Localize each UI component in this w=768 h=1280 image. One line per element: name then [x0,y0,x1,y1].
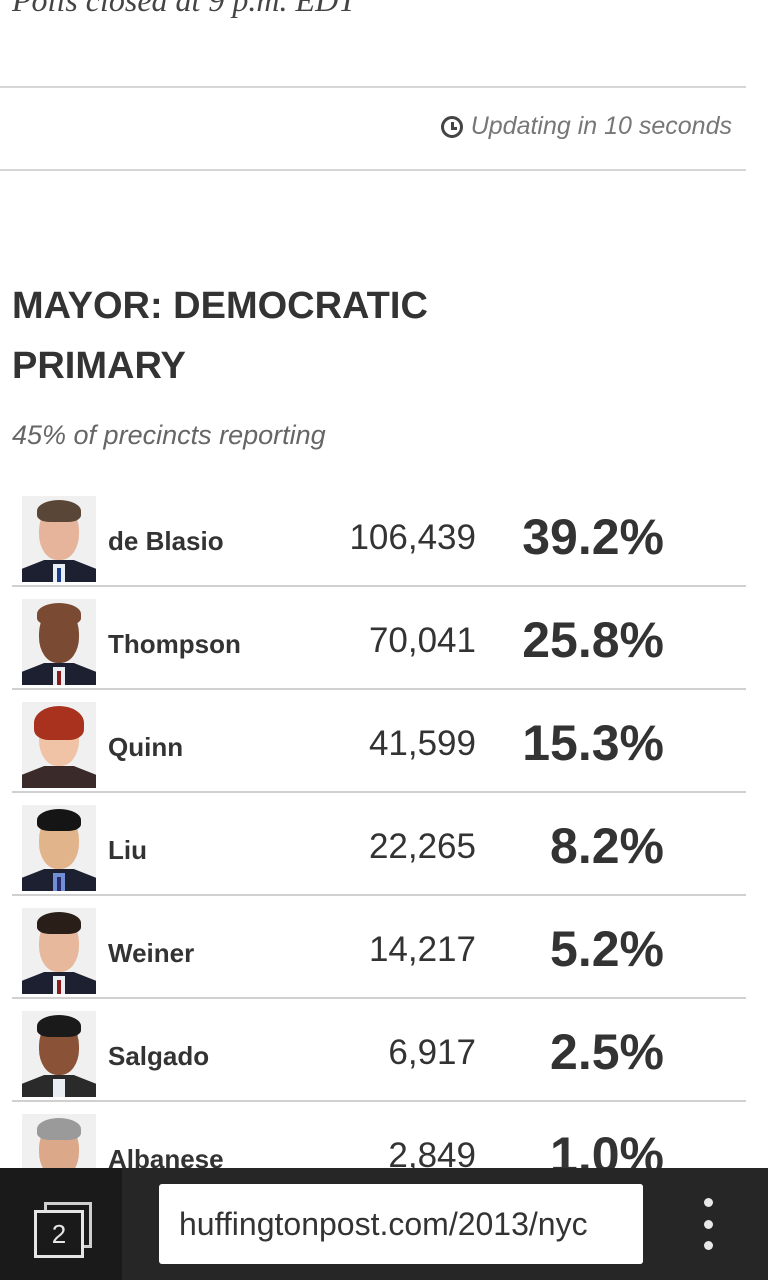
race-title: MAYOR: DEMOCRATIC PRIMARY [12,285,428,387]
candidate-photo [22,908,96,994]
tabs-button[interactable]: 2 [0,1168,122,1280]
candidate-votes: 6,917 [388,1033,476,1072]
candidate-name: Liu [108,835,147,865]
updating-text: Updating in 10 seconds [470,112,732,140]
polls-closed-text: Polls closed at 9 p.m. EDT [12,0,356,18]
candidate-name: Weiner [108,938,195,968]
candidate-row[interactable]: de Blasio 106,439 39.2% [12,484,746,587]
candidate-row[interactable]: Thompson 70,041 25.8% [12,587,746,690]
candidate-percent: 5.2% [550,921,664,977]
candidate-name: Salgado [108,1041,210,1071]
browser-toolbar: 2 huffingtonpost.com/2013/nyc [0,1168,768,1280]
candidate-photo [22,805,96,891]
candidate-row[interactable]: Salgado 6,917 2.5% [12,999,746,1102]
update-status: Updating in 10 seconds [440,112,732,141]
candidate-photo [22,1011,96,1097]
precincts-reporting: 45% of precincts reporting [12,420,326,450]
candidate-photo [22,496,96,582]
candidate-photo [22,599,96,685]
candidate-percent: 15.3% [522,715,664,771]
candidate-percent: 25.8% [522,612,664,668]
candidate-photo [22,702,96,788]
url-text: huffingtonpost.com/2013/nyc [179,1206,588,1242]
candidate-votes: 70,041 [368,621,476,660]
candidate-name: de Blasio [108,526,224,556]
candidate-row[interactable]: Quinn 41,599 15.3% [12,690,746,793]
candidate-percent: 8.2% [550,818,664,874]
candidate-percent: 2.5% [550,1024,664,1080]
candidate-row[interactable]: Weiner 14,217 5.2% [12,896,746,999]
divider [0,86,746,88]
address-bar[interactable]: huffingtonpost.com/2013/nyc [159,1184,643,1264]
overflow-menu-icon[interactable] [690,1198,726,1250]
clock-icon [440,115,463,138]
candidate-percent: 39.2% [522,509,664,565]
candidate-name: Thompson [108,629,241,659]
candidate-votes: 41,599 [368,724,476,763]
results-table: de Blasio 106,439 39.2% Thompson 70,041 … [12,484,746,1205]
candidate-votes: 106,439 [349,518,476,557]
candidate-votes: 22,265 [368,827,476,866]
candidate-row[interactable]: Liu 22,265 8.2% [12,793,746,896]
candidate-name: Quinn [108,732,184,762]
candidate-votes: 14,217 [368,930,476,969]
divider [0,169,746,171]
tab-count: 2 [34,1210,84,1258]
